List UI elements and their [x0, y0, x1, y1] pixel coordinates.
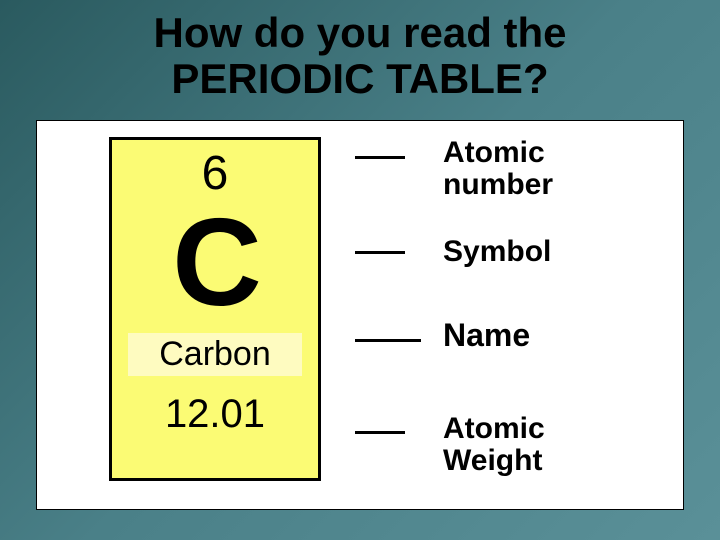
label-atomic-weight-l1: Atomic: [443, 413, 545, 445]
element-tile: 6 C Carbon 12.01: [109, 137, 321, 481]
title-line-2: PERIODIC TABLE?: [0, 56, 720, 102]
rule-symbol: [355, 251, 405, 254]
rule-atomic-weight: [355, 431, 405, 434]
label-atomic-number: Atomic number: [443, 137, 553, 200]
rule-atomic-number: [355, 156, 405, 159]
atomic-weight-value: 12.01: [112, 392, 318, 437]
slide-title: How do you read the PERIODIC TABLE?: [0, 0, 720, 102]
label-atomic-weight: Atomic Weight: [443, 413, 545, 476]
title-line-1: How do you read the: [0, 10, 720, 56]
element-name-value: Carbon: [128, 333, 302, 376]
label-atomic-number-l1: Atomic: [443, 137, 553, 169]
label-name-text: Name: [443, 317, 530, 353]
label-symbol: Symbol: [443, 236, 551, 268]
rule-name: [355, 339, 421, 342]
label-name: Name: [443, 319, 530, 353]
label-atomic-number-l2: number: [443, 169, 553, 201]
content-panel: 6 C Carbon 12.01 Atomic number Symbol Na…: [36, 120, 684, 510]
element-symbol-value: C: [112, 203, 318, 325]
label-atomic-weight-l2: Weight: [443, 445, 545, 477]
label-symbol-text: Symbol: [443, 235, 551, 268]
atomic-number-value: 6: [112, 146, 318, 201]
